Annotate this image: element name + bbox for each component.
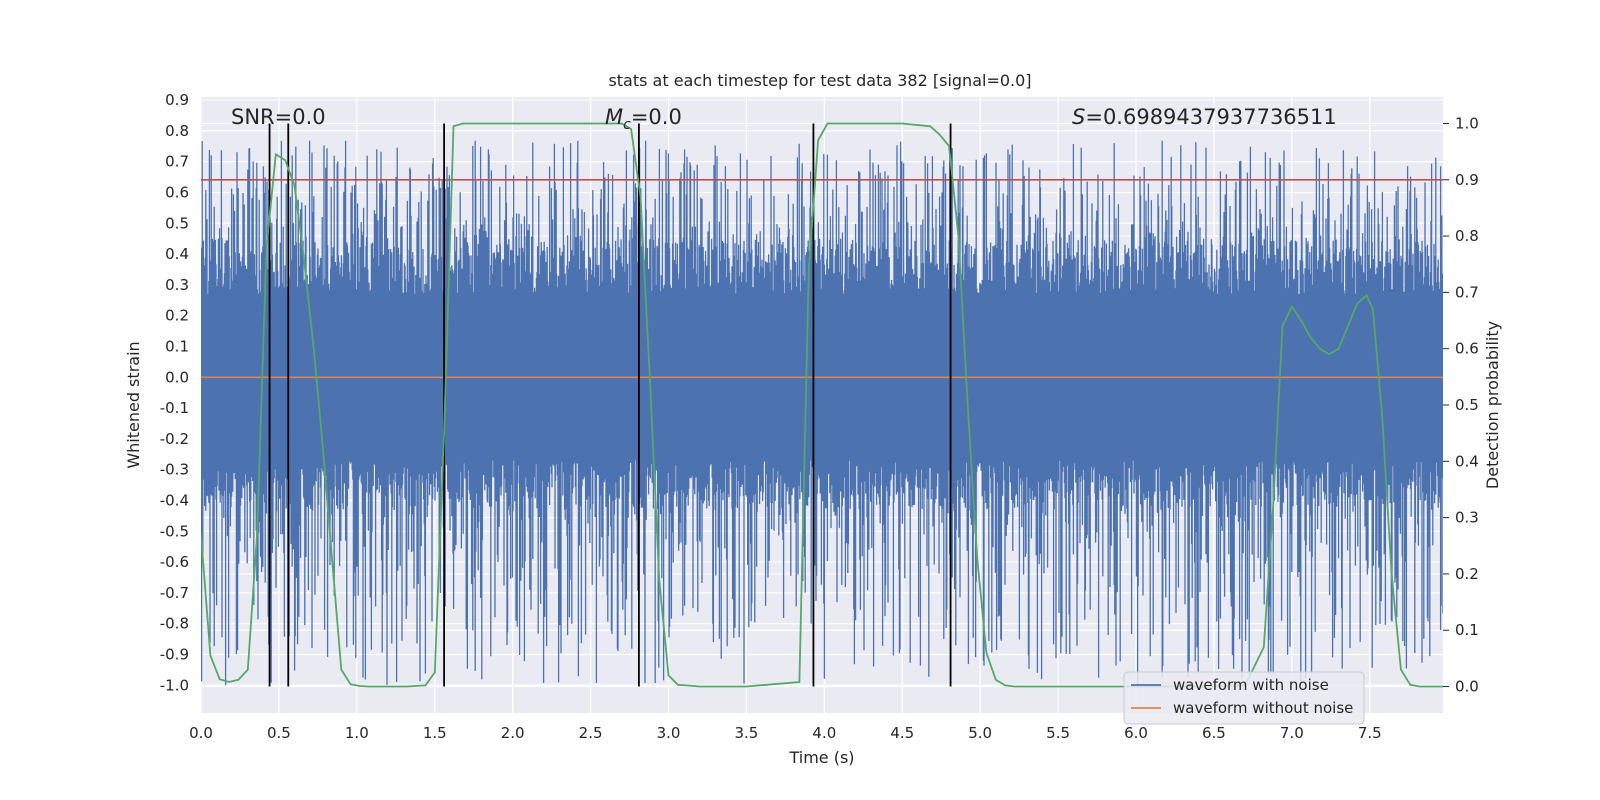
chirp-mass-annotation: Mc=0.0	[605, 105, 682, 133]
x-tick-label: 6.5	[1202, 724, 1226, 742]
x-tick-label: 7.5	[1358, 724, 1382, 742]
x-tick-label: 3.5	[734, 724, 758, 742]
x-tick-label: 5.5	[1046, 724, 1070, 742]
left-y-tick-label: 0.3	[165, 276, 189, 294]
right-y-tick-label: 0.8	[1455, 227, 1479, 245]
right-y-axis-ticks: 1.0 0.9 0.8 0.7 0.6 0.5 0.4 0.3 0.2 0.1 0.0	[1443, 114, 1479, 696]
left-y-tick-label: -0.1	[160, 399, 189, 417]
snr-annotation: SNR=0.0	[231, 105, 326, 129]
score-annotation: S=0.6989437937736511	[1072, 105, 1337, 129]
right-y-axis-label: Detection probability	[1483, 321, 1502, 489]
left-y-tick-label: -0.4	[160, 491, 189, 509]
left-y-tick-label: -0.8	[160, 615, 189, 633]
left-y-tick-label: -0.7	[160, 584, 189, 602]
x-tick-label: 5.0	[968, 724, 992, 742]
x-tick-label: 6.0	[1124, 724, 1148, 742]
x-tick-label: 3.0	[657, 724, 681, 742]
left-y-tick-label: -0.9	[160, 645, 189, 663]
x-tick-label: 7.0	[1280, 724, 1304, 742]
left-y-tick-label: 0.2	[165, 307, 189, 325]
right-y-tick-label: 0.7	[1455, 283, 1479, 301]
x-tick-label: 1.5	[423, 724, 447, 742]
right-y-tick-label: 0.4	[1455, 452, 1479, 470]
right-y-tick-label: 0.6	[1455, 340, 1479, 358]
legend-label-noise: waveform with noise	[1173, 676, 1329, 694]
left-y-tick-label: 0.5	[165, 214, 189, 232]
x-tick-label: 2.5	[579, 724, 603, 742]
right-y-tick-label: 0.9	[1455, 171, 1479, 189]
left-y-tick-label: -1.0	[160, 676, 189, 694]
legend-box	[1123, 671, 1365, 725]
x-tick-label: 0.5	[267, 724, 291, 742]
right-y-tick-label: 0.1	[1455, 621, 1479, 639]
x-tick-label: 1.0	[345, 724, 369, 742]
left-y-tick-label: 0.8	[165, 122, 189, 140]
score-symbol: S	[1072, 105, 1085, 129]
left-y-tick-label: -0.6	[160, 553, 189, 571]
left-y-tick-label: 0.9	[165, 91, 189, 109]
left-y-axis-ticks: 0.9 0.8 0.7 0.6 0.5 0.4 0.3 0.2 0.1 0.0 -0.1 -0.2 -0…	[160, 91, 189, 694]
x-axis-label: Time (s)	[788, 748, 854, 767]
detection-probability-line	[201, 122, 1443, 688]
right-y-tick-label: 0.0	[1455, 678, 1479, 696]
left-y-tick-label: 0.4	[165, 245, 189, 263]
noise-spikes	[201, 140, 1443, 686]
right-y-tick-label: 0.3	[1455, 509, 1479, 527]
left-y-tick-label: -0.3	[160, 461, 189, 479]
left-y-tick-label: -0.5	[160, 522, 189, 540]
x-tick-label: 4.5	[890, 724, 914, 742]
right-y-tick-label: 1.0	[1455, 114, 1479, 132]
left-y-tick-label: 0.7	[165, 153, 189, 171]
x-tick-label: 2.0	[501, 724, 525, 742]
x-tick-label: 4.0	[812, 724, 836, 742]
left-y-tick-label: -0.2	[160, 430, 189, 448]
legend: waveform with noise waveform without noi…	[1123, 671, 1365, 725]
score-value: =0.6989437937736511	[1085, 105, 1336, 129]
left-y-tick-label: 0.6	[165, 183, 189, 201]
left-y-tick-label: 0.1	[165, 337, 189, 355]
right-y-tick-label: 0.5	[1455, 396, 1479, 414]
legend-label-clean: waveform without noise	[1173, 699, 1353, 717]
chirp-mass-value: =0.0	[631, 105, 682, 129]
left-y-axis-label: Whitened strain	[124, 341, 143, 468]
chart-title: stats at each timestep for test data 382…	[608, 71, 1031, 90]
x-tick-label: 0.0	[189, 724, 213, 742]
left-y-tick-label: 0.0	[165, 368, 189, 386]
chirp-mass-symbol: M	[605, 105, 623, 129]
right-y-tick-label: 0.2	[1455, 565, 1479, 583]
chirp-mass-subscript: c	[623, 117, 631, 133]
x-axis-ticks: 0.0 0.5 1.0 1.5 2.0 2.5 3.0 3.5 4.0 4.5 5.0 5.5 6.0 6…	[189, 724, 1382, 742]
